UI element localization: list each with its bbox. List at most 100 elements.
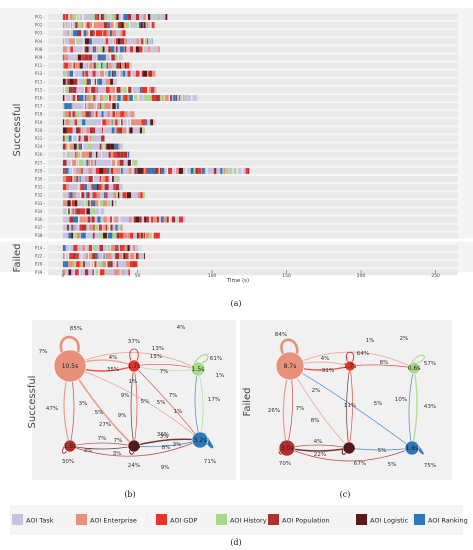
- transition-label: 22%: [314, 452, 326, 458]
- fixation-segment: [90, 95, 94, 101]
- fixation-segment: [92, 54, 97, 61]
- fixation-segment: [147, 119, 150, 126]
- fixation-segment: [85, 208, 87, 215]
- node-duration-label: 3.0s: [281, 445, 294, 452]
- fixation-segment: [76, 111, 80, 118]
- fixation-segment: [101, 135, 105, 142]
- fixation-segment: [97, 111, 102, 118]
- fixation-segment: [175, 216, 177, 223]
- fixation-segment: [75, 22, 78, 29]
- fixation-segment: [120, 151, 124, 158]
- fixation-segment: [117, 159, 120, 166]
- timeline-row: [48, 143, 458, 150]
- aoi-node-history: [190, 361, 206, 377]
- fixation-segment: [103, 38, 106, 45]
- fixation-segment: [129, 216, 132, 223]
- fixation-segment: [119, 184, 121, 191]
- timeline-chart: Successful Failed P01 - P02 - P03 - P04 - P0…: [0, 8, 473, 284]
- x-tick-label: 0: [61, 273, 64, 279]
- fixation-segment: [82, 78, 87, 85]
- fixation-segment: [62, 14, 66, 20]
- fixation-segment: [92, 232, 95, 239]
- fixation-segment: [70, 176, 73, 182]
- fixation-segment: [111, 119, 113, 126]
- fixation-segment: [80, 119, 83, 126]
- fixation-segment: [90, 253, 93, 260]
- fixation-segment: [132, 111, 135, 118]
- timeline-row: [48, 224, 458, 231]
- fixation-segment: [100, 22, 104, 29]
- legend: AOI Task AOI Enterprise AOI GDP AOI History…: [10, 505, 468, 535]
- fixation-segment: [129, 95, 133, 101]
- fixation-segment: [62, 176, 67, 182]
- fixation-segment: [116, 62, 120, 69]
- participant-label: P11 -: [35, 63, 46, 68]
- graph-group-label: Successful: [27, 376, 38, 429]
- fixation-segment: [68, 167, 72, 174]
- legend-label: AOI Ranking: [428, 517, 468, 525]
- fixation-segment: [87, 22, 90, 29]
- fixation-segment: [62, 192, 68, 199]
- fixation-segment: [108, 184, 112, 191]
- fixation-segment: [78, 167, 82, 174]
- fixation-segment: [78, 78, 83, 85]
- timeline-row: [48, 200, 458, 207]
- node-duration-label: 1.8s: [406, 445, 419, 452]
- fixation-segment: [92, 14, 95, 20]
- fixation-segment: [139, 46, 143, 53]
- fixation-segment: [110, 78, 113, 85]
- fixation-segment: [109, 86, 111, 93]
- fixation-segment: [68, 54, 72, 61]
- fixation-segment: [183, 216, 186, 223]
- fixation-segment: [81, 22, 84, 29]
- fixation-segment: [73, 135, 77, 142]
- fixation-segment: [94, 224, 99, 231]
- fixation-segment: [82, 119, 86, 126]
- fixation-segment: [111, 261, 113, 268]
- fixation-segment: [91, 216, 95, 223]
- fixation-segment: [89, 111, 92, 118]
- fixation-segment: [84, 192, 87, 199]
- fixation-segment: [69, 224, 72, 231]
- fixation-segment: [128, 167, 132, 174]
- fixation-segment: [94, 78, 96, 85]
- fixation-segment: [97, 159, 102, 166]
- fixation-segment: [91, 200, 93, 207]
- fixation-segment: [95, 253, 98, 260]
- node-duration-label: 1.5s: [192, 366, 205, 373]
- participant-label: P22 -: [35, 254, 46, 259]
- fixation-segment: [127, 159, 131, 166]
- fixation-segment: [138, 232, 140, 239]
- fixation-segment: [112, 103, 116, 110]
- fixation-segment: [76, 143, 79, 150]
- fixation-segment: [114, 143, 119, 150]
- fixation-segment: [68, 111, 71, 118]
- fixation-segment: [85, 167, 89, 174]
- fixation-segment: [77, 127, 81, 134]
- fixation-segment: [72, 192, 76, 199]
- fixation-segment: [73, 46, 77, 53]
- fixation-segment: [75, 253, 77, 260]
- fixation-segment: [65, 245, 70, 251]
- fixation-segment: [62, 159, 67, 166]
- node-duration-label: 10.5s: [62, 363, 79, 370]
- fixation-segment: [116, 127, 119, 134]
- aoi-node-ranking: [404, 440, 420, 456]
- fixation-segment: [104, 95, 109, 101]
- fixation-segment: [104, 151, 109, 158]
- transition-label: 1%: [366, 338, 375, 344]
- fixation-segment: [143, 22, 146, 29]
- fixation-segment: [97, 176, 100, 182]
- fixation-segment: [67, 22, 69, 29]
- fixation-segment: [110, 127, 112, 134]
- fixation-segment: [92, 46, 95, 53]
- x-tick-label: 100: [208, 273, 217, 279]
- fixation-segment: [124, 38, 127, 45]
- fixation-segment: [69, 14, 73, 20]
- fixation-segment: [75, 62, 80, 69]
- fixation-segment: [76, 184, 78, 191]
- fixation-segment: [97, 14, 100, 20]
- fixation-segment: [89, 208, 92, 215]
- fixation-segment: [132, 261, 136, 268]
- fixation-segment: [62, 62, 65, 69]
